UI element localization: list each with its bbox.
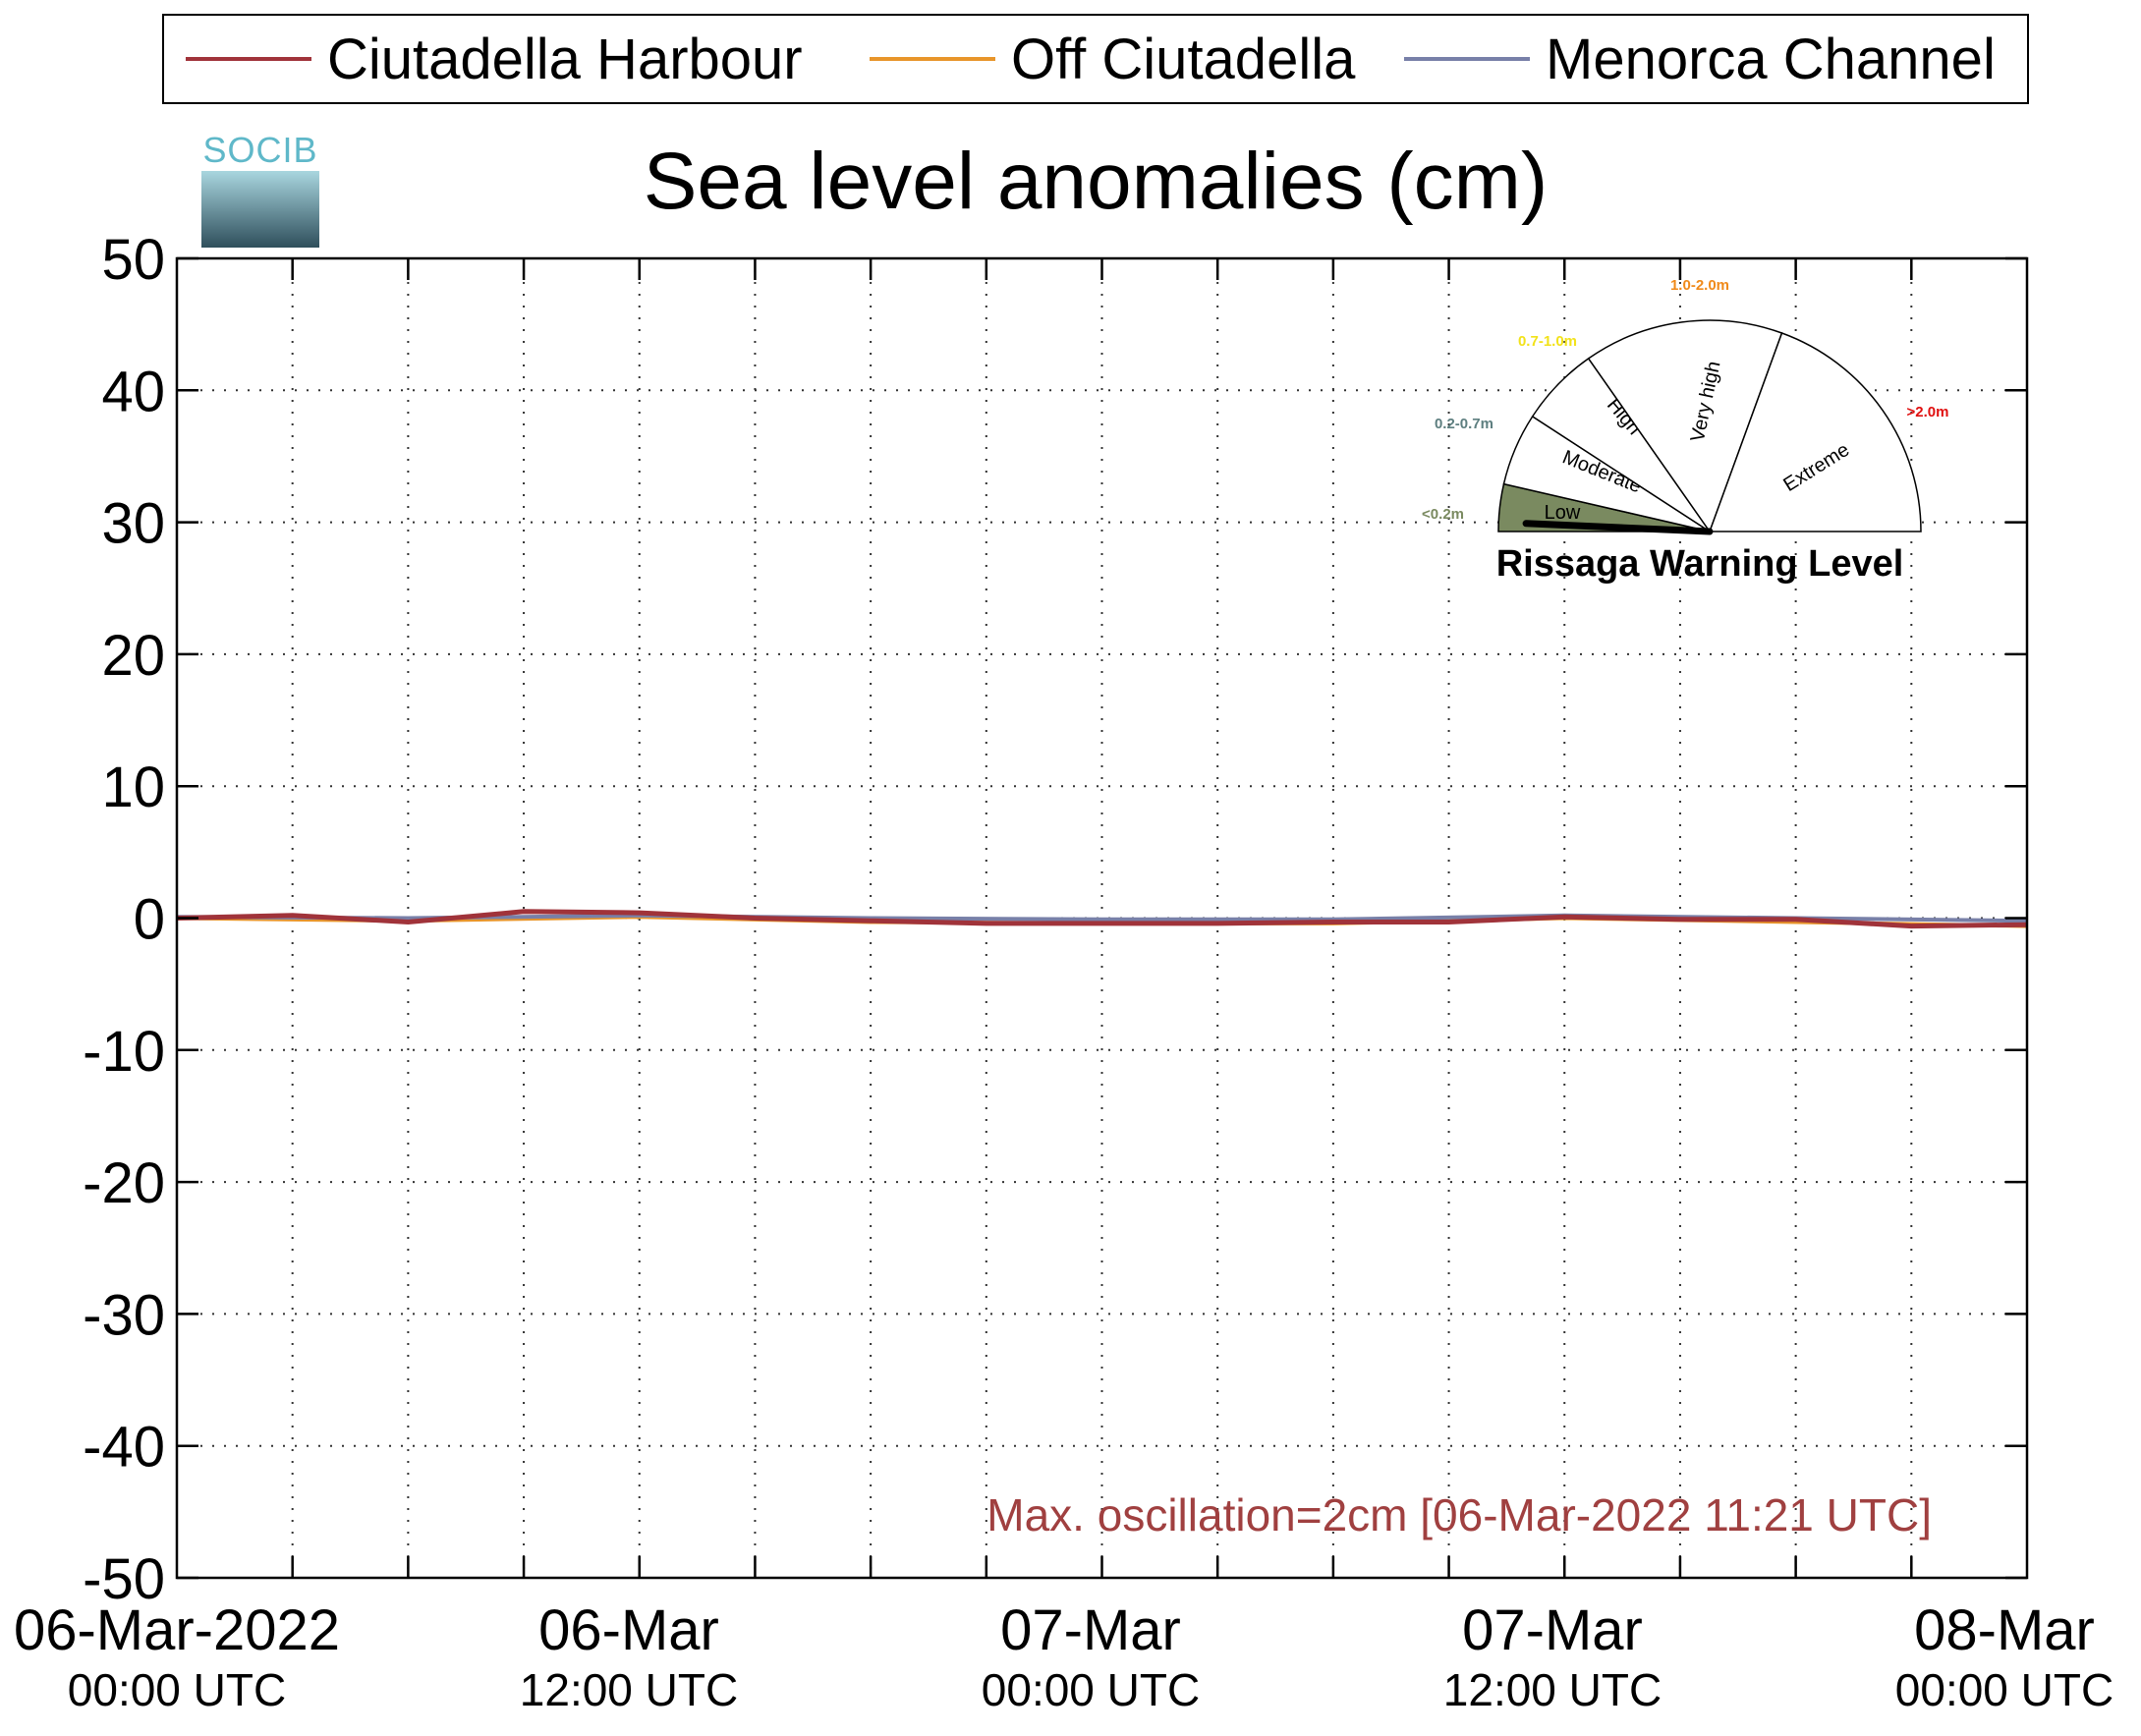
- legend: Ciutadella Harbour Off Ciutadella Menorc…: [162, 14, 2029, 104]
- x-tick-label: 07-Mar 12:00 UTC: [1385, 1599, 1719, 1717]
- gauge-segment-label: Low: [1545, 502, 1581, 524]
- y-tick-label: -50: [83, 1547, 165, 1611]
- gauge-needle: [1522, 520, 1714, 535]
- gauge-segment-extreme: [1708, 332, 1922, 532]
- x-tick-date: 08-Mar: [1914, 1598, 2095, 1662]
- gauge-range-label: <0.2m: [1422, 506, 1464, 523]
- x-tick-label: 06-Mar-2022 00:00 UTC: [0, 1599, 354, 1717]
- series-lines: [176, 909, 2028, 929]
- logo-graphic: [201, 171, 319, 248]
- y-tick-label: 50: [101, 228, 165, 292]
- axis-ticks: -50 -40 -30 -20 -10 0 10 20 30 40 50: [83, 228, 2027, 1611]
- gauge-range-label: 0.7-1.0m: [1518, 333, 1577, 350]
- gauge-range-label: 0.2-0.7m: [1435, 416, 1493, 432]
- chart-title: Sea level anomalies (cm): [643, 137, 1549, 226]
- x-tick-label: 07-Mar 00:00 UTC: [924, 1599, 1258, 1717]
- legend-item-off-ciutadella: Off Ciutadella: [870, 16, 1355, 102]
- y-tick-label: -40: [83, 1416, 165, 1480]
- series-line-ciutadella-harbour: [176, 909, 2028, 929]
- gauge-segment-very-high: [1587, 319, 1783, 533]
- socib-logo: SOCIB: [201, 130, 319, 248]
- y-tick-label: -20: [83, 1151, 165, 1215]
- y-tick-label: 40: [101, 360, 165, 423]
- y-tick-label: 30: [101, 492, 165, 556]
- legend-item-menorca-channel: Menorca Channel: [1404, 16, 1996, 102]
- y-tick-label: -10: [83, 1020, 165, 1084]
- gauge-range-label: >2.0m: [1907, 404, 1949, 420]
- x-tick-time: 00:00 UTC: [67, 1664, 287, 1715]
- y-tick-label: 10: [101, 756, 165, 819]
- x-tick-date: 06-Mar: [538, 1598, 719, 1662]
- x-tick-time: 12:00 UTC: [519, 1664, 739, 1715]
- y-tick-label: -30: [83, 1283, 165, 1347]
- legend-swatch: [870, 57, 995, 61]
- x-tick-date: 07-Mar: [1000, 1598, 1181, 1662]
- legend-label: Off Ciutadella: [1011, 27, 1356, 91]
- x-tick-date: 07-Mar: [1462, 1598, 1643, 1662]
- gauge-range-label: 1.0-2.0m: [1670, 277, 1729, 294]
- max-oscillation-annotation: Max. oscillation=2cm [06-Mar-2022 11:21 …: [986, 1489, 1932, 1540]
- legend-swatch: [186, 57, 311, 61]
- x-tick-time: 00:00 UTC: [1894, 1664, 2114, 1715]
- x-tick-label: 06-Mar 12:00 UTC: [462, 1599, 796, 1717]
- x-tick-time: 12:00 UTC: [1442, 1664, 1662, 1715]
- legend-label: Menorca Channel: [1546, 27, 1996, 91]
- legend-swatch: [1404, 57, 1530, 61]
- logo-text: SOCIB: [202, 130, 318, 170]
- x-tick-time: 00:00 UTC: [981, 1664, 1201, 1715]
- y-tick-label: 20: [101, 624, 165, 688]
- y-tick-label: 0: [134, 888, 165, 952]
- x-tick-label: 08-Mar 00:00 UTC: [1872, 1599, 2137, 1717]
- legend-item-ciutadella-harbour: Ciutadella Harbour: [186, 16, 803, 102]
- x-tick-date: 06-Mar-2022: [13, 1598, 341, 1662]
- legend-label: Ciutadella Harbour: [327, 27, 803, 91]
- gauge-title: Rissaga Warning Level: [1495, 543, 1904, 585]
